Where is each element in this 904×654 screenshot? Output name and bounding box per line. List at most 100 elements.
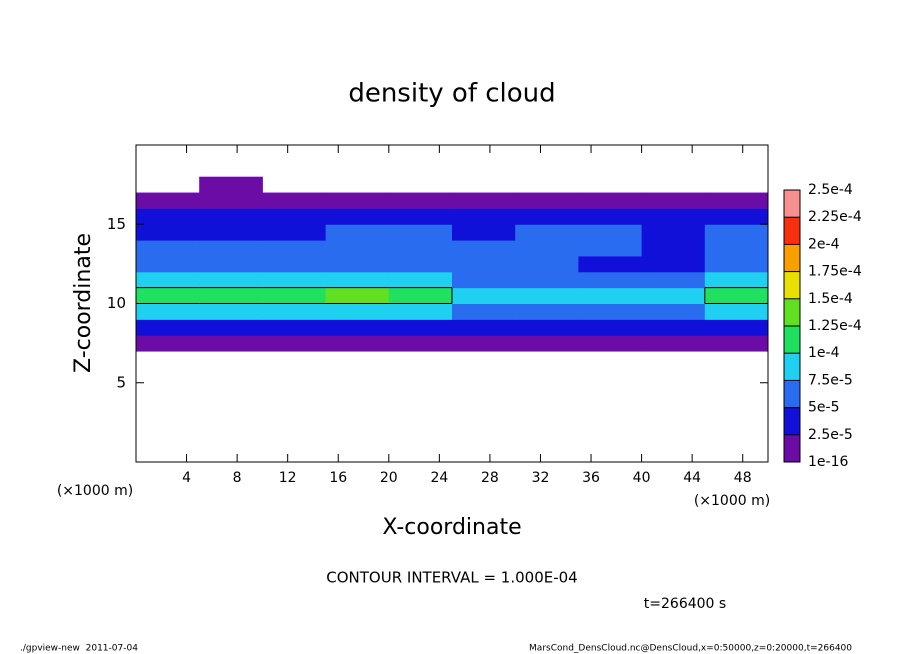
cell xyxy=(452,224,516,241)
cell xyxy=(515,319,579,336)
cell xyxy=(262,224,327,241)
cell xyxy=(578,303,643,320)
time-label: t=266400 s xyxy=(644,596,726,612)
cell xyxy=(262,303,327,320)
cell xyxy=(515,192,579,209)
cell xyxy=(199,224,263,241)
cell xyxy=(262,287,327,304)
cell xyxy=(262,319,327,336)
cell xyxy=(704,255,769,273)
x-tick-label: 36 xyxy=(582,470,600,486)
cell xyxy=(452,303,516,320)
cell xyxy=(578,255,643,273)
y-unit: (×1000 m) xyxy=(57,483,133,499)
colorbar-band xyxy=(784,271,800,299)
cell xyxy=(452,287,516,304)
cell xyxy=(262,208,327,225)
cell xyxy=(641,319,706,336)
colorbar-band xyxy=(784,244,800,272)
cell xyxy=(325,287,390,304)
colorbar-label: 1.25e-4 xyxy=(808,318,862,334)
x-tick-label: 28 xyxy=(481,470,499,486)
cell xyxy=(388,255,453,273)
cell xyxy=(641,287,706,304)
cell xyxy=(262,335,327,352)
cell xyxy=(578,271,643,289)
cell xyxy=(136,224,200,241)
cell xyxy=(704,208,769,225)
footer-left: ./gpview-new 2011-07-04 xyxy=(20,644,138,654)
cell xyxy=(262,240,327,257)
cell xyxy=(578,192,643,209)
cell xyxy=(388,192,453,209)
colorbar-label: 7.5e-5 xyxy=(808,372,853,388)
x-tick-label: 16 xyxy=(329,470,347,486)
colorbar-label: 2.5e-4 xyxy=(808,182,853,198)
y-tick-label: 15 xyxy=(107,215,126,233)
cell xyxy=(641,335,706,352)
cell xyxy=(136,271,200,289)
cell xyxy=(199,208,263,225)
x-tick-label: 40 xyxy=(633,470,651,486)
footer-right: MarsCond_DensCloud.nc@DensCloud,x=0:5000… xyxy=(529,644,852,654)
cell xyxy=(136,255,200,273)
cell xyxy=(515,271,579,289)
colorbar-band xyxy=(784,298,800,326)
cell xyxy=(199,335,263,352)
cell xyxy=(262,192,327,209)
cell xyxy=(136,335,200,352)
cell xyxy=(452,271,516,289)
colorbar-label: 1.75e-4 xyxy=(808,264,862,280)
x-tick-label: 4 xyxy=(182,470,191,486)
cell xyxy=(388,208,453,225)
cell xyxy=(136,287,200,304)
x-tick-label: 32 xyxy=(532,470,550,486)
x-unit: (×1000 m) xyxy=(694,493,770,509)
cell xyxy=(325,303,390,320)
cell xyxy=(388,287,453,304)
colorbar-label: 2.5e-5 xyxy=(808,427,853,443)
cell xyxy=(704,303,769,320)
colorbar-band xyxy=(784,407,800,435)
cell xyxy=(704,271,769,289)
colorbar-band xyxy=(784,217,800,245)
x-axis-label: X-coordinate xyxy=(382,515,521,540)
colorbar-label: 1e-4 xyxy=(808,345,840,361)
cell xyxy=(704,287,769,304)
cell xyxy=(452,208,516,225)
cell xyxy=(325,240,390,257)
cell xyxy=(325,208,390,225)
cell xyxy=(199,255,263,273)
colorbar-label: 1e-16 xyxy=(808,454,848,470)
cell xyxy=(325,335,390,352)
colorbar-band xyxy=(784,326,800,354)
x-tick-label: 8 xyxy=(233,470,242,486)
cell xyxy=(641,271,706,289)
contour-interval: CONTOUR INTERVAL = 1.000E-04 xyxy=(326,569,577,587)
cell xyxy=(641,303,706,320)
cell xyxy=(325,319,390,336)
cell xyxy=(199,271,263,289)
colorbar-band xyxy=(784,380,800,408)
cell xyxy=(578,224,643,241)
cell xyxy=(452,255,516,273)
cell xyxy=(199,240,263,257)
cell xyxy=(578,208,643,225)
x-tick-label: 48 xyxy=(734,470,752,486)
chart-title: density of cloud xyxy=(348,79,555,109)
cell xyxy=(199,319,263,336)
colorbar-label: 2.25e-4 xyxy=(808,209,862,225)
cell xyxy=(388,335,453,352)
cell xyxy=(136,208,200,225)
cell xyxy=(515,255,579,273)
cell xyxy=(136,303,200,320)
cell xyxy=(641,208,706,225)
cell xyxy=(515,240,579,257)
cell xyxy=(136,192,200,209)
colorbar-band xyxy=(784,353,800,381)
cell xyxy=(199,176,263,194)
cell xyxy=(704,192,769,209)
cell xyxy=(199,303,263,320)
colorbar-band xyxy=(784,190,800,218)
